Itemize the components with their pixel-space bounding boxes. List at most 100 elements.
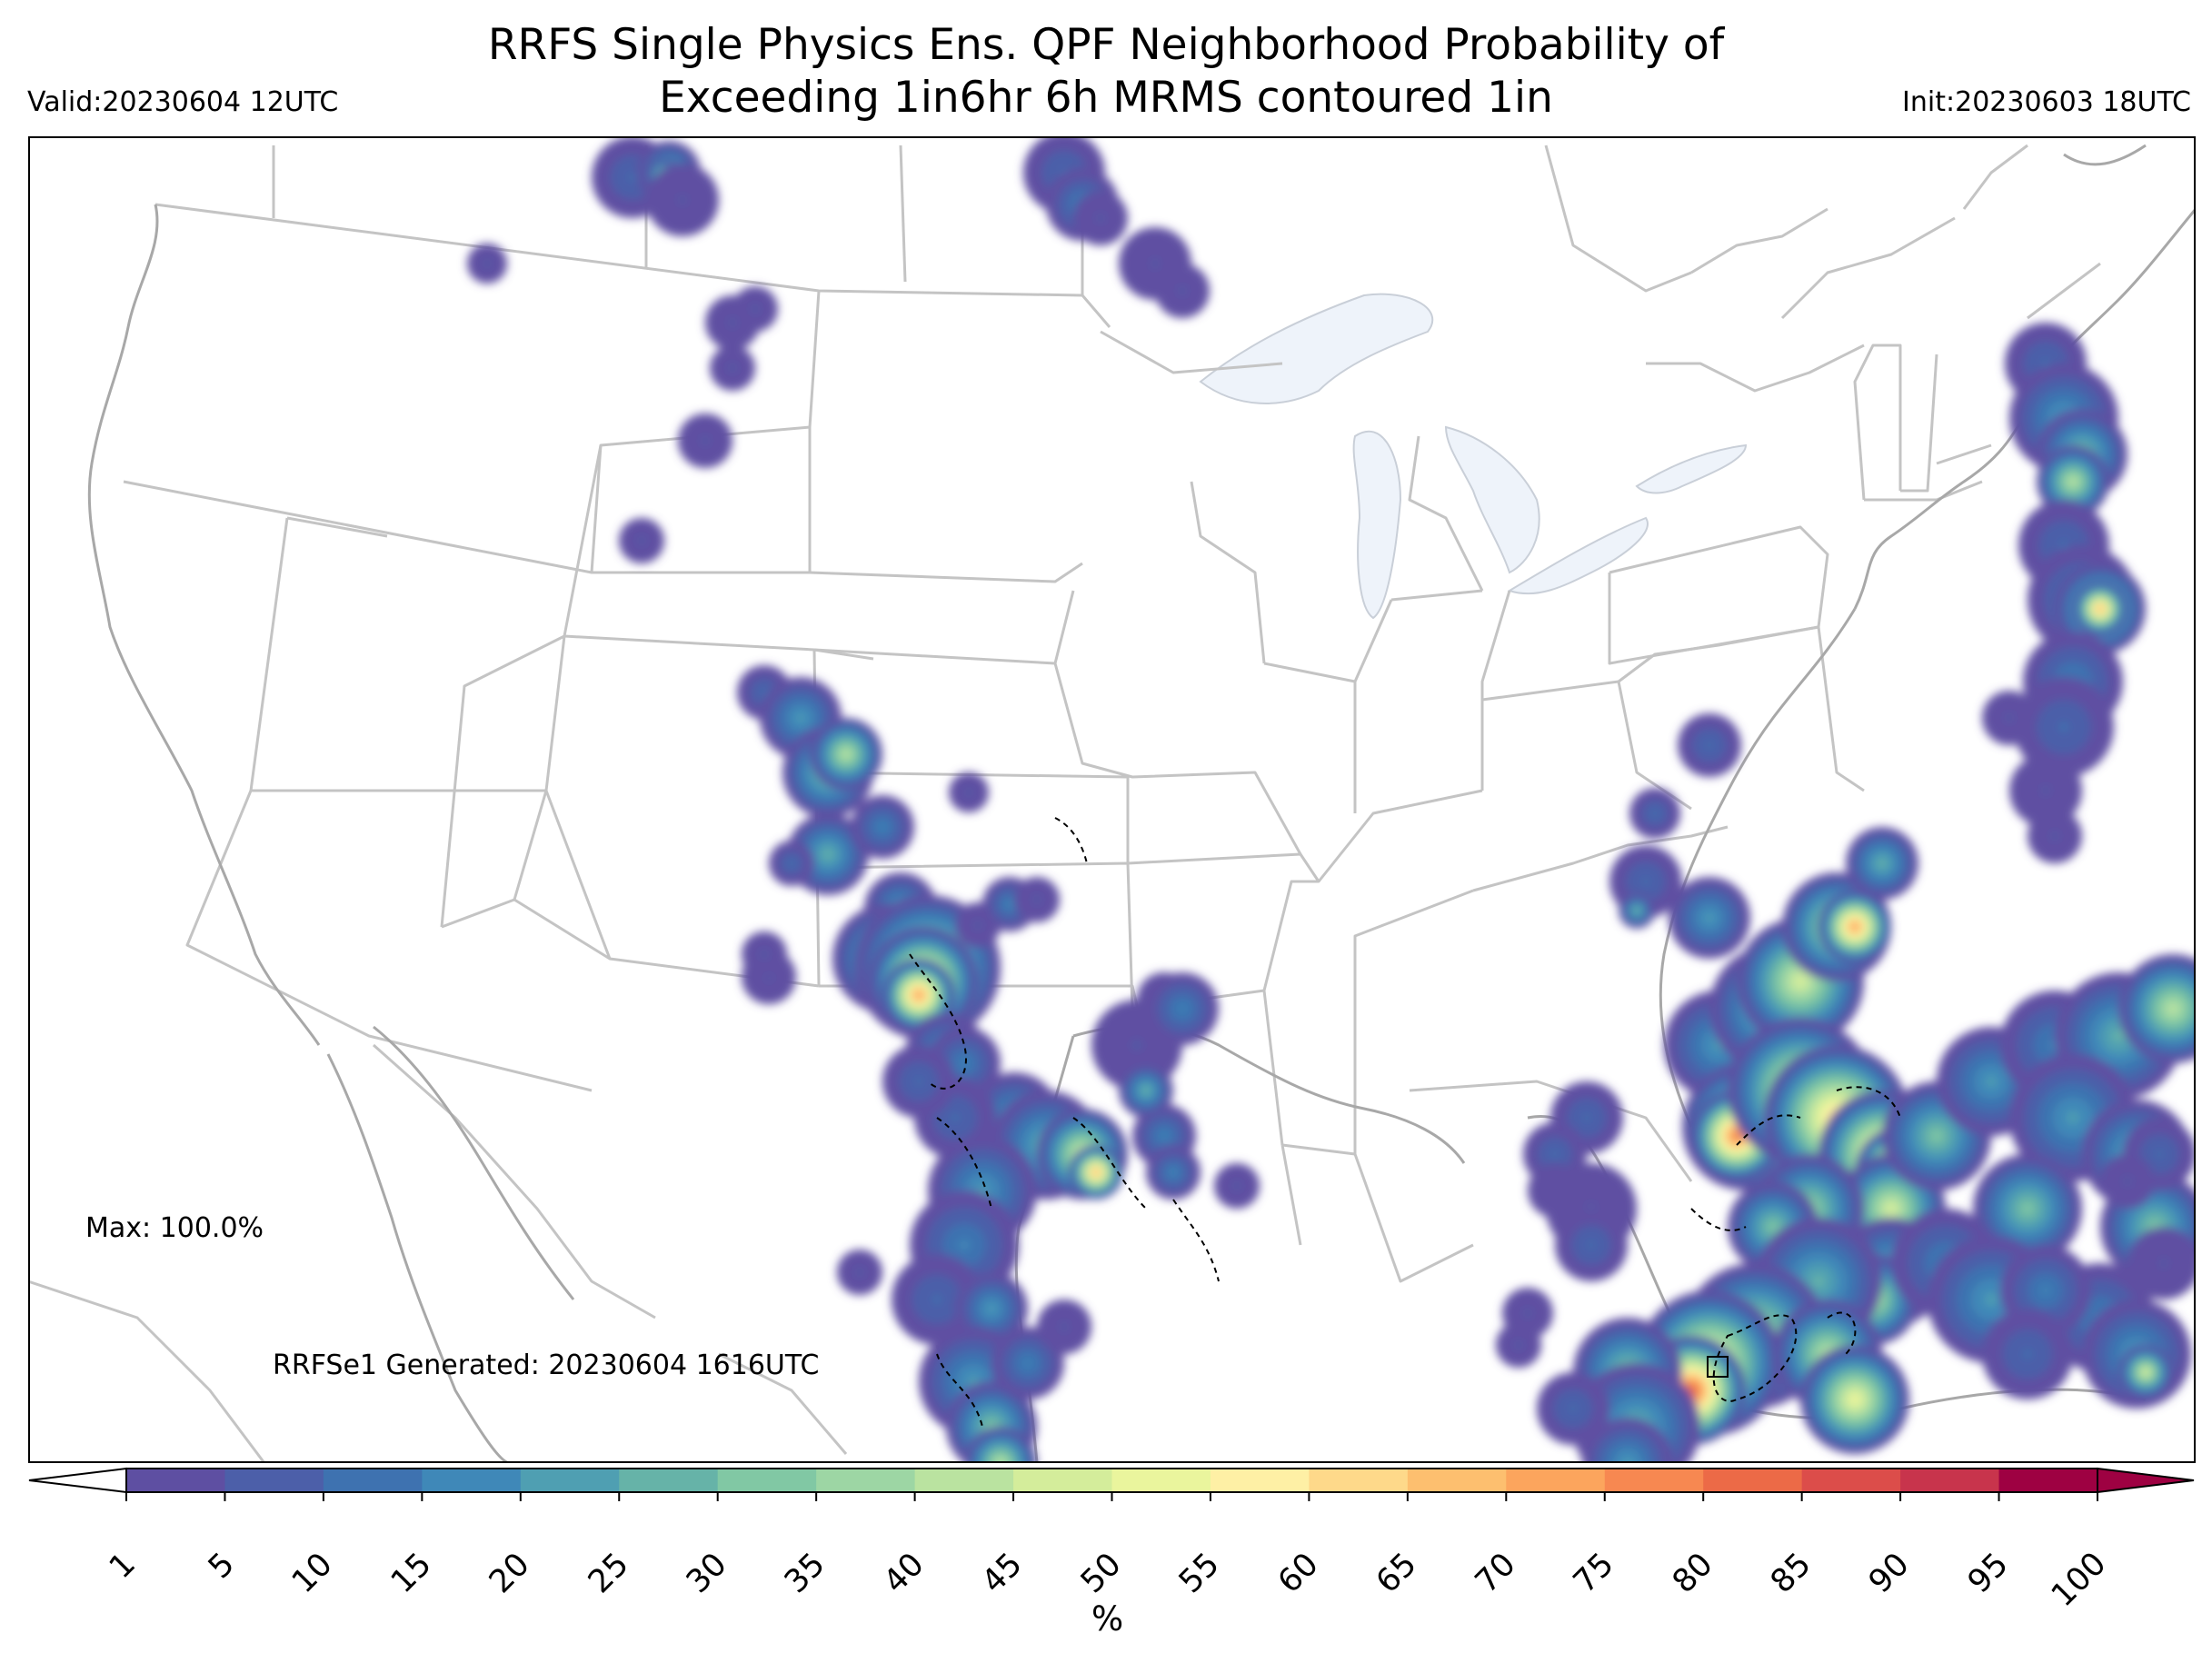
probability-blob	[2041, 1286, 2050, 1295]
probability-blob	[2051, 832, 2058, 840]
colorbar-tick-label: 60	[1270, 1546, 1326, 1601]
probability-blob	[729, 364, 736, 372]
colorbar-segment	[1506, 1469, 1606, 1492]
probability-blob	[879, 823, 886, 831]
probability-blob	[1851, 923, 1858, 931]
colorbar-segment	[1210, 1469, 1310, 1492]
probability-blob	[2124, 1178, 2131, 1185]
colorbar-tick-label: 1	[103, 1546, 144, 1587]
colorbar-segment	[323, 1469, 423, 1492]
probability-blob	[1878, 860, 1886, 867]
probability-blob	[842, 751, 850, 758]
map-frame	[28, 136, 2196, 1463]
colorbar-tick-label: 90	[1862, 1546, 1918, 1601]
colorbar-tick-label: 80	[1665, 1546, 1720, 1601]
colorbar-tick-label: 5	[201, 1546, 242, 1587]
colorbar-tick-label: 10	[285, 1546, 341, 1601]
colorbar-segment	[1900, 1469, 2000, 1492]
probability-blob	[992, 1455, 1009, 1463]
colorbar-segment	[619, 1469, 719, 1492]
colorbar-tick-label: 65	[1370, 1546, 1424, 1601]
colorbar-segment	[126, 1469, 225, 1492]
probability-blob	[1794, 975, 1807, 988]
probability-blob	[628, 173, 637, 182]
probability-blob	[1769, 1222, 1778, 1231]
probability-blob	[1986, 1076, 1997, 1087]
probability-blob	[1985, 1293, 1998, 1306]
probability-blob	[2023, 1349, 2032, 1359]
colorbar-segment	[224, 1469, 324, 1492]
grid-box-marker	[1707, 1356, 1729, 1378]
colorbar-segment	[816, 1469, 916, 1492]
probability-blob	[679, 196, 686, 204]
probability-blob	[702, 437, 709, 444]
probability-blob	[1097, 214, 1104, 222]
probability-blob	[1849, 1394, 1860, 1405]
probability-blob	[1583, 1114, 1590, 1121]
probability-blob	[1651, 810, 1659, 817]
probability-blob	[2156, 1150, 2163, 1158]
probability-blob	[2042, 787, 2049, 794]
probability-blob	[1931, 1130, 1942, 1141]
colorbar-tick-label: 100	[2045, 1545, 2114, 1615]
probability-field	[467, 136, 2196, 1463]
probability-blob	[1706, 742, 1713, 749]
probability-blob	[1569, 1405, 1577, 1412]
probability-blob	[2067, 1111, 2079, 1124]
colorbar-segment	[1013, 1469, 1112, 1492]
probability-blob	[2006, 714, 2013, 722]
probability-blob	[2167, 1003, 2178, 1014]
colorbar-tick-label: 25	[581, 1546, 636, 1601]
probability-blob	[638, 537, 645, 544]
colorbar-segment	[520, 1469, 620, 1492]
colorbar	[28, 1467, 2195, 1501]
probability-blob	[1642, 878, 1649, 885]
probability-blob	[1033, 896, 1041, 903]
probability-blob	[2097, 605, 2104, 612]
colorbar-tick-label: 85	[1763, 1546, 1818, 1601]
colorbar-tick-label: 35	[778, 1546, 833, 1601]
colorbar-segment	[914, 1469, 1014, 1492]
probability-blob	[1142, 1087, 1150, 1094]
probability-blob	[1551, 1150, 1559, 1158]
colorbar-segment	[1407, 1469, 1507, 1492]
probability-blob	[915, 1078, 922, 1085]
probability-blob	[1092, 1169, 1100, 1176]
probability-blob	[2069, 478, 2077, 485]
probability-blob	[915, 991, 922, 999]
colorbar-tick-label: 30	[680, 1546, 734, 1601]
title-line-2: Exceeding 1in6hr 6h MRMS contoured 1in	[659, 73, 1553, 123]
colorbar-tick-label: 70	[1468, 1546, 1523, 1601]
colorbar-tick-label: 95	[1960, 1546, 2016, 1601]
max-value-label: Max: 100.0%	[85, 1212, 264, 1244]
probability-blob	[1132, 1041, 1141, 1050]
init-time-label: Init:20230603 18UTC	[1902, 86, 2191, 118]
probability-blob	[932, 1295, 942, 1304]
probability-blob	[1024, 1359, 1031, 1367]
probability-blob	[1732, 1131, 1741, 1140]
colorbar-tick-label: 50	[1073, 1546, 1129, 1601]
probability-blob	[951, 1113, 960, 1122]
probability-blob	[1151, 260, 1159, 267]
mrms-1in-contours	[909, 817, 1901, 1428]
probability-blob	[974, 921, 981, 929]
probability-blob	[1886, 1203, 1897, 1214]
probability-blob	[1812, 1275, 1825, 1288]
probability-blob	[2059, 541, 2068, 550]
probability-blob	[752, 305, 759, 313]
probability-blob	[1170, 1169, 1177, 1176]
title-line-1: RRFS Single Physics Ens. QPF Neighborhoo…	[487, 20, 1725, 70]
colorbar-extend-under	[28, 1467, 127, 1494]
great-lakes	[1199, 293, 1748, 620]
probability-blob	[2142, 1369, 2149, 1376]
probability-blob	[1179, 287, 1186, 294]
probability-blob	[761, 951, 768, 958]
probability-blob	[1588, 1241, 1595, 1249]
colorbar-tick-label: 75	[1567, 1546, 1621, 1601]
colorbar-segment	[1309, 1469, 1409, 1492]
colorbar-extend-over	[2097, 1467, 2195, 1494]
probability-blob	[856, 1269, 863, 1276]
probability-blob	[788, 860, 795, 867]
probability-blob	[1524, 1309, 1531, 1317]
map-svg	[28, 136, 2196, 1463]
